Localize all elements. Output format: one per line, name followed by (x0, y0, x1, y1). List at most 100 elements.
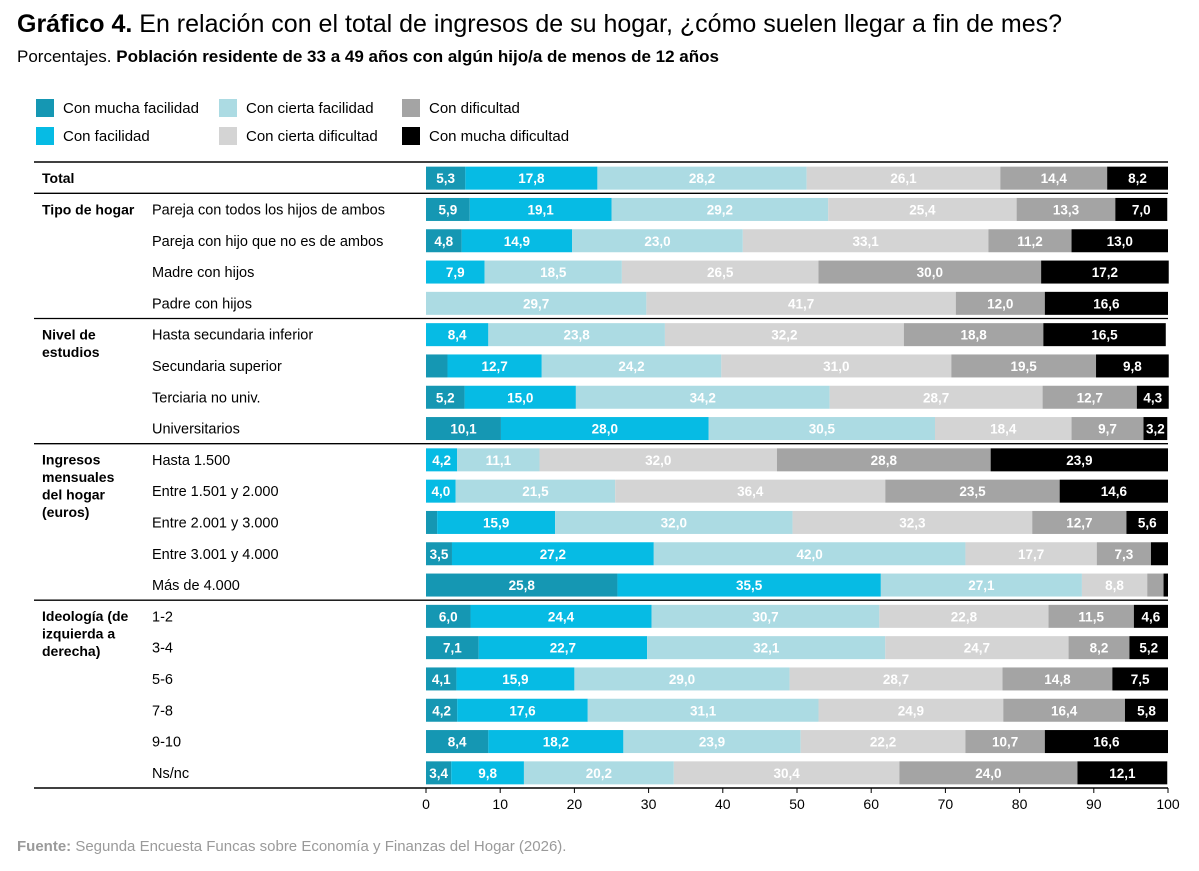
legend-item-con-mucha-facilidad: Con mucha facilidad (36, 98, 199, 118)
bar-segment (455, 479, 616, 503)
x-tick-label: 30 (641, 796, 657, 812)
bar-segment (456, 667, 575, 691)
bar-segment (1096, 542, 1151, 566)
bar-segment (664, 323, 904, 347)
data-label: 3,4 (429, 766, 448, 781)
bar-segment (1096, 354, 1169, 378)
bar-segment (828, 197, 1017, 221)
x-tick-label: 70 (938, 796, 954, 812)
row-label-9-10: 9-10 (152, 735, 181, 751)
legend-label: Con cierta dificultad (246, 127, 378, 145)
data-label: 28,2 (689, 171, 715, 186)
bar-segment (615, 479, 886, 503)
bar-segment (1133, 604, 1168, 628)
x-tick-label: 40 (715, 796, 731, 812)
data-label: 16,4 (1051, 703, 1078, 718)
bar-segment (806, 166, 1001, 190)
data-label: 29,2 (707, 202, 733, 217)
data-label: 17,7 (1018, 547, 1044, 562)
bar-segment (426, 260, 485, 284)
data-label: 14,4 (1041, 171, 1068, 186)
data-label: 13,0 (1107, 234, 1133, 249)
data-label: 25,8 (509, 578, 536, 593)
bar-segment (426, 417, 501, 441)
bar-segment (988, 229, 1072, 253)
x-tick-label: 80 (1012, 796, 1028, 812)
title-text: En relación con el total de ingresos de … (132, 10, 1063, 38)
bar-segment (1048, 604, 1134, 628)
bar-segment (880, 573, 1082, 597)
bar-segment (611, 197, 829, 221)
bar-segment (903, 323, 1044, 347)
bar-segment (1126, 510, 1168, 534)
group-label: Total (42, 170, 74, 186)
row-label-ns-nc: Ns/nc (152, 766, 189, 782)
source-label: Fuente: (17, 838, 72, 855)
data-label: 19,1 (527, 202, 554, 217)
row-label-hasta-secundaria-inferior: Hasta secundaria inferior (152, 328, 313, 344)
x-tick-label: 60 (863, 796, 879, 812)
bar-segment (1077, 761, 1168, 785)
data-label: 5,2 (1139, 641, 1158, 656)
row-label-pareja-con-todos-los-hijos-de-ambos: Pareja con todos los hijos de ambos (152, 202, 385, 218)
bar-segment (885, 636, 1069, 660)
bar-segment (651, 604, 880, 628)
bar-segment (426, 542, 452, 566)
data-label: 3,5 (430, 547, 449, 562)
bar-segment (426, 448, 458, 472)
bar-segment (426, 385, 465, 409)
bar-segment (426, 229, 462, 253)
data-label: 30,5 (809, 422, 836, 437)
data-label: 10,7 (992, 735, 1018, 750)
data-label: 7,5 (1131, 672, 1150, 687)
bar-segment (523, 761, 674, 785)
data-label: 9,7 (1098, 422, 1117, 437)
data-label: 26,5 (707, 265, 734, 280)
data-label: 12,7 (1066, 515, 1092, 530)
data-label: 22,8 (951, 609, 978, 624)
bar-segment (1143, 417, 1168, 441)
group-label: Ideología (de (42, 608, 129, 624)
bar-segment (426, 761, 452, 785)
data-label: 31,1 (690, 703, 717, 718)
bar-segment (885, 479, 1060, 503)
row-label-5-6: 5-6 (152, 672, 173, 688)
bar-segment (465, 166, 598, 190)
data-label: 24,9 (898, 703, 924, 718)
row-label-7-8: 7-8 (152, 703, 173, 719)
group-label: del hogar (42, 487, 106, 503)
data-label: 30,7 (752, 609, 778, 624)
row-label-padre-con-hijos: Padre con hijos (152, 296, 252, 312)
bar-segment (818, 260, 1042, 284)
data-label: 11,5 (1078, 609, 1104, 624)
chart-subtitle: Porcentajes. Población residente de 33 a… (17, 47, 719, 67)
bar-segment (451, 761, 524, 785)
data-label: 32,3 (899, 515, 926, 530)
data-label: 9,8 (1123, 359, 1142, 374)
bar-segment (708, 417, 936, 441)
source-note: Fuente: Segunda Encuesta Funcas sobre Ec… (17, 838, 566, 855)
bar-segment (1041, 260, 1169, 284)
legend-item-con-cierta-facilidad: Con cierta facilidad (219, 98, 374, 118)
x-tick-label: 90 (1086, 796, 1102, 812)
bar-segment (800, 730, 966, 754)
bar-segment (955, 291, 1045, 315)
data-label: 17,8 (518, 171, 545, 186)
data-label: 24,4 (548, 609, 575, 624)
data-label: 41,7 (788, 296, 814, 311)
bar-segment (818, 698, 1004, 722)
data-label: 5,3 (436, 171, 455, 186)
data-label: 32,0 (645, 453, 671, 468)
data-label: 12,7 (1077, 390, 1103, 405)
legend-item-con-facilidad: Con facilidad (36, 126, 150, 146)
bar-segment (426, 166, 466, 190)
bar-segment (539, 448, 777, 472)
bar-segment (426, 510, 438, 534)
data-label: 18,4 (990, 422, 1017, 437)
data-label: 29,0 (669, 672, 695, 687)
data-label: 33,1 (852, 234, 879, 249)
data-label: 27,2 (540, 547, 566, 562)
legend-item-con-dificultad: Con dificultad (402, 98, 520, 118)
data-label: 30,0 (917, 265, 943, 280)
data-label: 11,1 (486, 453, 512, 468)
